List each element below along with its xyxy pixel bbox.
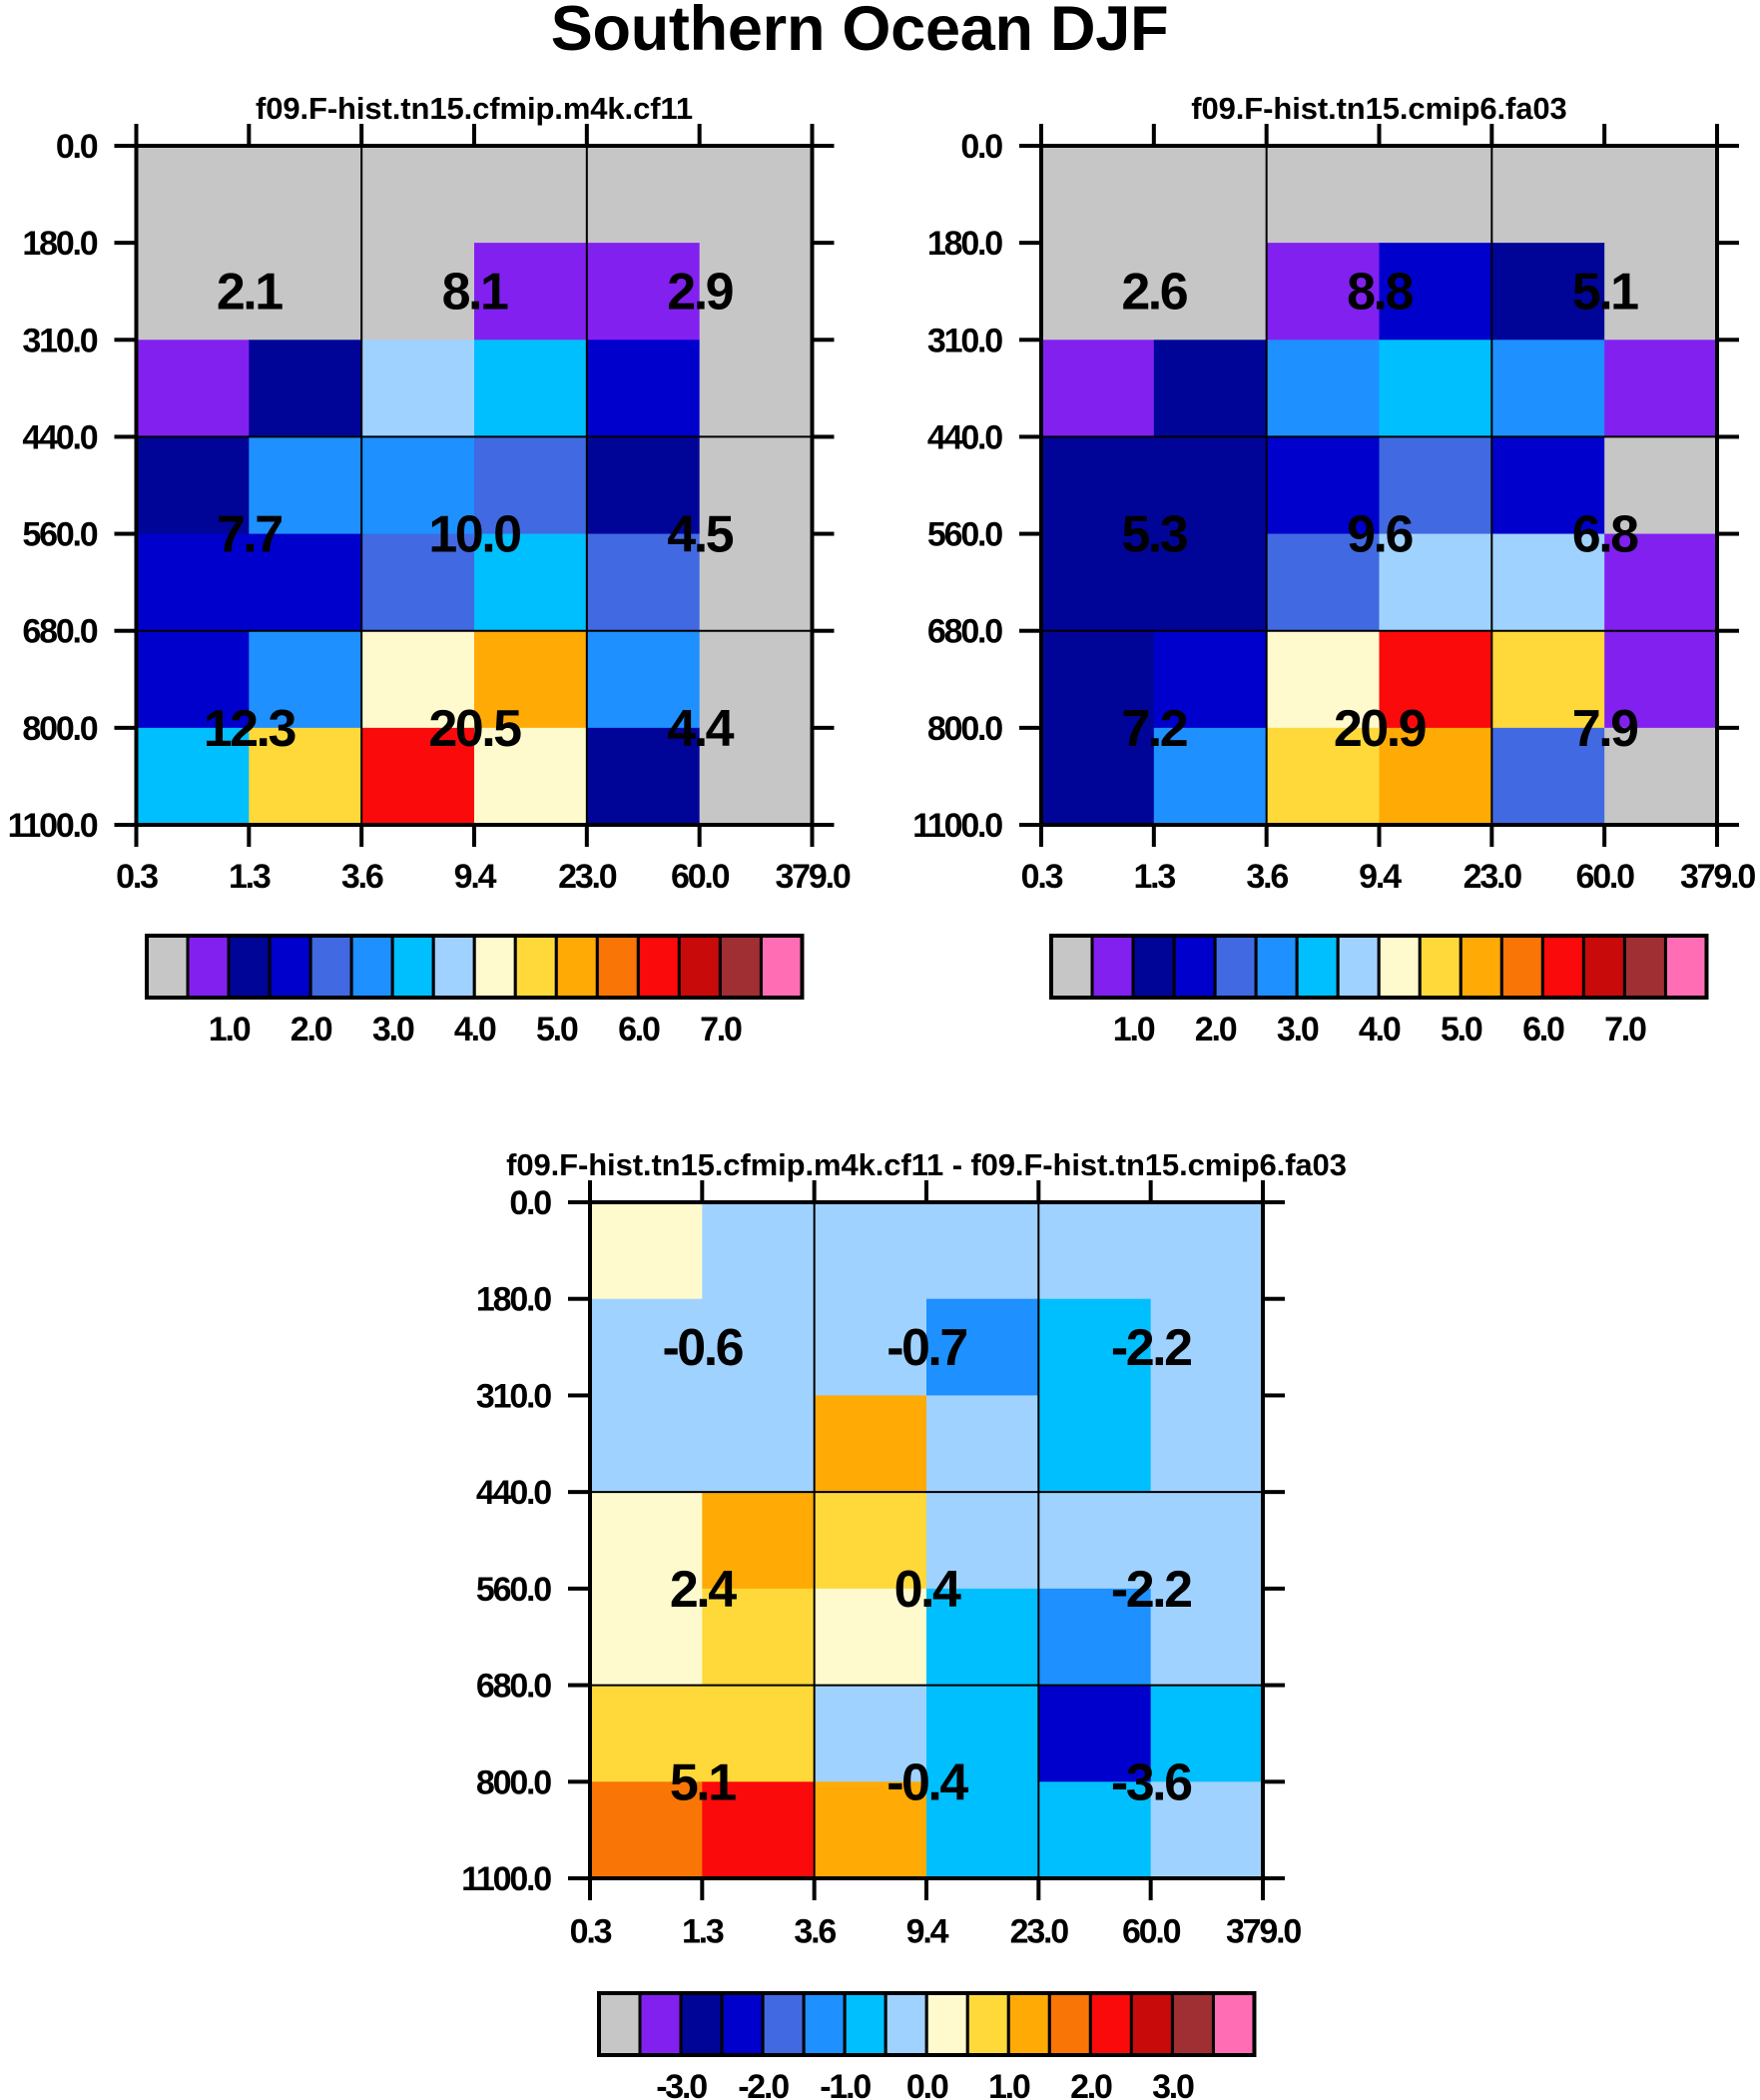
svg-text:f09.F-hist.tn15.cmip6.fa03: f09.F-hist.tn15.cmip6.fa03: [1191, 91, 1566, 126]
svg-text:0.3: 0.3: [570, 1913, 612, 1951]
svg-text:3.6: 3.6: [341, 858, 383, 896]
svg-text:2.6: 2.6: [1121, 264, 1187, 322]
svg-text:6.0: 6.0: [1522, 1011, 1564, 1049]
svg-text:5.1: 5.1: [1572, 264, 1638, 322]
svg-text:60.0: 60.0: [671, 858, 730, 896]
svg-text:0.4: 0.4: [894, 1561, 961, 1619]
svg-text:4.5: 4.5: [667, 506, 733, 564]
svg-text:-3.6: -3.6: [1111, 1753, 1192, 1811]
svg-text:440.0: 440.0: [476, 1474, 551, 1512]
svg-text:1.0: 1.0: [209, 1011, 251, 1049]
svg-text:-3.0: -3.0: [656, 2068, 707, 2100]
svg-text:-1.0: -1.0: [820, 2068, 871, 2100]
svg-text:680.0: 680.0: [476, 1668, 551, 1706]
svg-text:1100.0: 1100.0: [8, 807, 98, 845]
svg-text:8.1: 8.1: [442, 264, 508, 322]
svg-text:0.0: 0.0: [960, 128, 1002, 166]
svg-text:-0.6: -0.6: [662, 1319, 743, 1377]
svg-text:9.4: 9.4: [454, 858, 497, 896]
svg-text:5.1: 5.1: [670, 1753, 736, 1811]
svg-text:0.3: 0.3: [1021, 858, 1063, 896]
svg-text:1.0: 1.0: [1113, 1011, 1155, 1049]
svg-text:-0.7: -0.7: [886, 1319, 966, 1377]
svg-text:180.0: 180.0: [476, 1281, 551, 1319]
svg-text:1.0: 1.0: [988, 2068, 1030, 2100]
svg-text:23.0: 23.0: [1010, 1913, 1069, 1951]
svg-text:1.3: 1.3: [229, 858, 271, 896]
svg-text:23.0: 23.0: [558, 858, 617, 896]
svg-text:9.6: 9.6: [1347, 506, 1413, 564]
svg-text:10.0: 10.0: [428, 506, 520, 564]
svg-text:4.0: 4.0: [1359, 1011, 1401, 1049]
svg-text:7.0: 7.0: [700, 1011, 742, 1049]
svg-text:379.0: 379.0: [1226, 1913, 1301, 1951]
svg-text:3.0: 3.0: [372, 1011, 414, 1049]
svg-text:2.0: 2.0: [1195, 1011, 1237, 1049]
svg-text:680.0: 680.0: [927, 613, 1002, 651]
svg-text:180.0: 180.0: [22, 225, 97, 263]
svg-text:0.0: 0.0: [906, 2068, 948, 2100]
svg-text:1100.0: 1100.0: [912, 807, 1002, 845]
svg-text:560.0: 560.0: [927, 516, 1002, 554]
svg-text:1.3: 1.3: [682, 1913, 724, 1951]
svg-text:7.7: 7.7: [217, 506, 282, 564]
svg-text:560.0: 560.0: [476, 1571, 551, 1609]
svg-text:440.0: 440.0: [22, 418, 97, 456]
svg-text:3.0: 3.0: [1152, 2068, 1194, 2100]
svg-text:-2.2: -2.2: [1111, 1561, 1191, 1619]
svg-text:0.0: 0.0: [509, 1184, 551, 1222]
svg-text:-2.0: -2.0: [738, 2068, 789, 2100]
svg-text:7.0: 7.0: [1604, 1011, 1646, 1049]
svg-text:2.9: 2.9: [667, 264, 732, 322]
svg-text:5.3: 5.3: [1121, 506, 1187, 564]
svg-text:12.3: 12.3: [204, 700, 296, 758]
svg-text:180.0: 180.0: [927, 225, 1002, 263]
svg-text:f09.F-hist.tn15.cfmip.m4k.cf11: f09.F-hist.tn15.cfmip.m4k.cf11 - f09.F-h…: [506, 1147, 1347, 1182]
svg-text:9.4: 9.4: [1359, 858, 1402, 896]
svg-text:310.0: 310.0: [476, 1377, 551, 1415]
svg-text:379.0: 379.0: [1680, 858, 1755, 896]
svg-text:7.9: 7.9: [1572, 700, 1637, 758]
svg-text:2.0: 2.0: [291, 1011, 332, 1049]
svg-text:310.0: 310.0: [22, 322, 97, 359]
svg-text:1.3: 1.3: [1133, 858, 1175, 896]
svg-text:f09.F-hist.tn15.cfmip.m4k.cf11: f09.F-hist.tn15.cfmip.m4k.cf11: [256, 91, 693, 126]
svg-text:800.0: 800.0: [476, 1763, 551, 1801]
svg-text:7.2: 7.2: [1121, 700, 1186, 758]
svg-text:3.6: 3.6: [794, 1913, 836, 1951]
svg-text:6.8: 6.8: [1572, 506, 1638, 564]
svg-text:5.0: 5.0: [1441, 1011, 1482, 1049]
svg-text:680.0: 680.0: [22, 613, 97, 651]
svg-text:9.4: 9.4: [906, 1913, 949, 1951]
svg-text:800.0: 800.0: [927, 710, 1002, 748]
svg-text:4.0: 4.0: [454, 1011, 496, 1049]
svg-text:0.0: 0.0: [56, 128, 98, 166]
svg-text:6.0: 6.0: [618, 1011, 660, 1049]
svg-text:2.4: 2.4: [670, 1561, 737, 1619]
svg-text:0.3: 0.3: [116, 858, 158, 896]
svg-text:Southern Ocean DJF: Southern Ocean DJF: [551, 0, 1169, 64]
svg-text:1100.0: 1100.0: [461, 1860, 551, 1898]
svg-text:2.0: 2.0: [1070, 2068, 1112, 2100]
svg-text:60.0: 60.0: [1576, 858, 1635, 896]
svg-text:3.0: 3.0: [1277, 1011, 1319, 1049]
svg-text:2.1: 2.1: [217, 264, 283, 322]
svg-text:8.8: 8.8: [1347, 264, 1413, 322]
svg-text:20.9: 20.9: [1334, 700, 1426, 758]
svg-text:4.4: 4.4: [667, 700, 734, 758]
svg-text:-2.2: -2.2: [1111, 1319, 1191, 1377]
svg-text:560.0: 560.0: [22, 516, 97, 554]
svg-text:379.0: 379.0: [775, 858, 850, 896]
svg-text:800.0: 800.0: [22, 710, 97, 748]
svg-text:20.5: 20.5: [428, 700, 521, 758]
svg-text:23.0: 23.0: [1464, 858, 1522, 896]
svg-text:3.6: 3.6: [1246, 858, 1288, 896]
svg-text:440.0: 440.0: [927, 418, 1002, 456]
svg-text:-0.4: -0.4: [886, 1753, 968, 1811]
svg-text:5.0: 5.0: [536, 1011, 578, 1049]
svg-text:310.0: 310.0: [927, 322, 1002, 359]
svg-text:60.0: 60.0: [1122, 1913, 1181, 1951]
